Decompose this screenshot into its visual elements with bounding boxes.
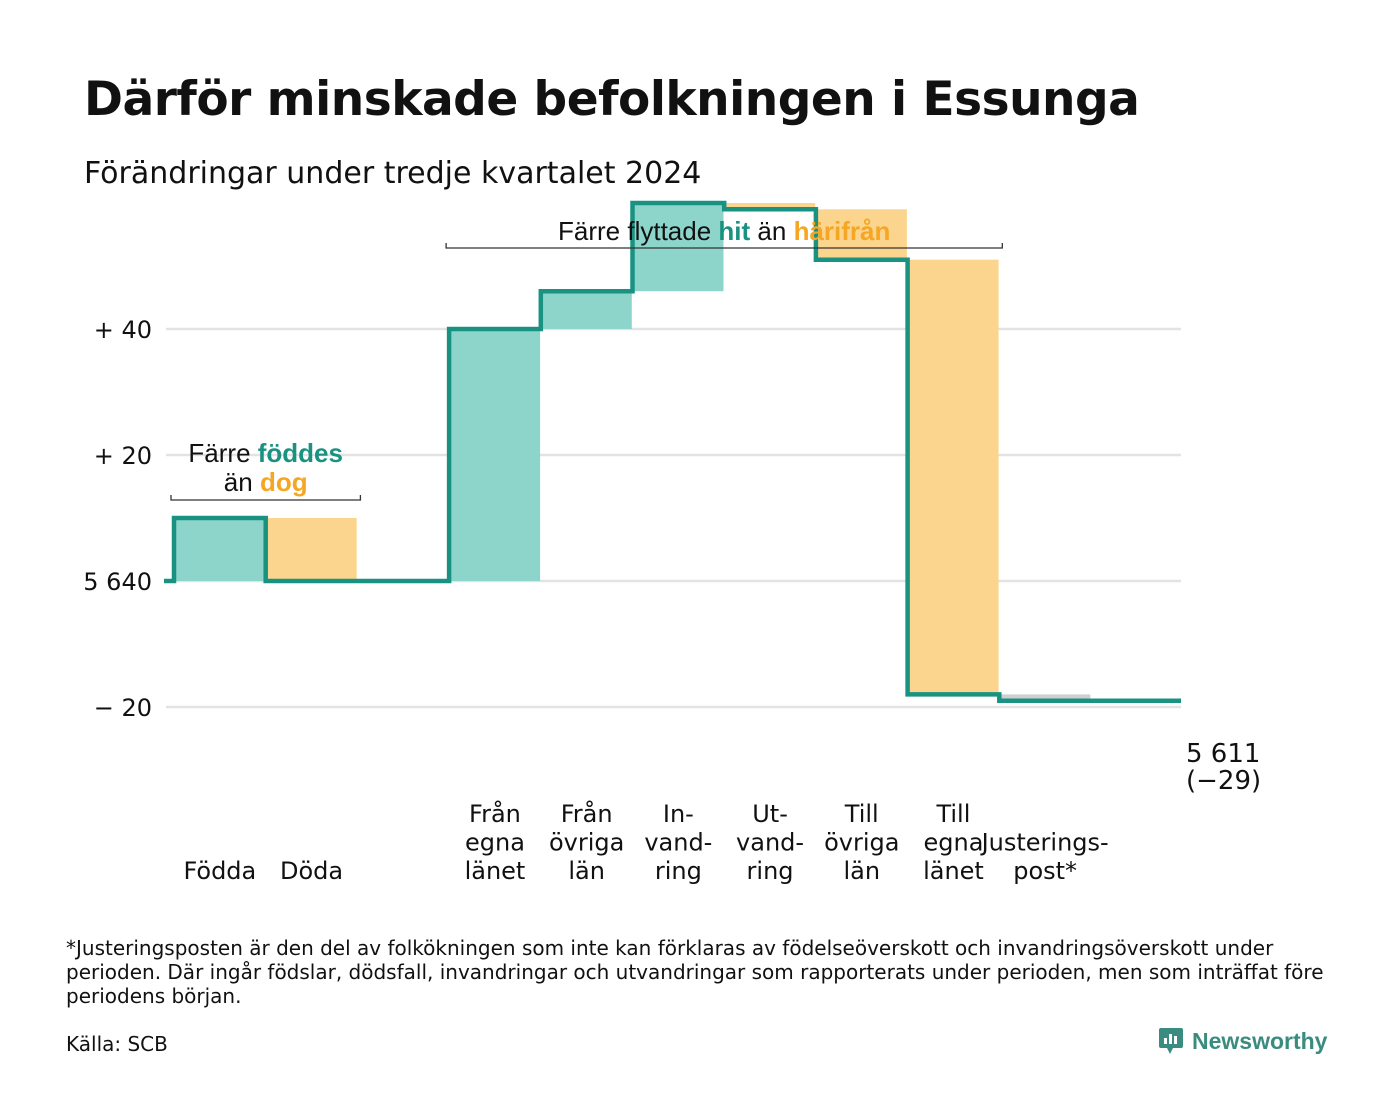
bar-fodda [174,518,265,581]
category-label: Ut- [752,800,788,828]
category-label: Födda [183,857,256,885]
annotation-moves-bracket [445,243,1003,249]
category-label: Till [844,800,879,828]
category-label: län [843,857,880,885]
annotation-births-line2: än dog [224,467,308,497]
category-label: övriga [549,829,624,857]
bar-utvandring [724,203,816,210]
category-label: övriga [824,829,899,857]
chart-title: Därför minskade befolkningen i Essunga [84,72,1140,127]
category-label: Justerings- [980,829,1109,857]
category-label: län [568,857,605,885]
end-value-label: 5 611 [1186,739,1260,769]
y-tick-label: + 20 [94,442,152,470]
category-label: ring [655,857,702,885]
bar-doda [265,518,357,581]
annotation-text-part: än [224,467,260,497]
category-label: In- [663,800,694,828]
category-label: Till [935,800,970,828]
category-label: länet [923,857,984,885]
category-label: vand- [644,829,712,857]
category-label: Döda [280,857,343,885]
chart-subtitle: Förändringar under tredje kvartalet 2024 [84,156,702,191]
category-label: ring [747,857,794,885]
bar-invandring [632,203,724,292]
brand-name: Newsworthy [1192,1027,1328,1054]
annotation-text-part: Färre [188,438,257,468]
bar-fran_egna [449,329,541,581]
brand-logo: Newsworthy [1158,1026,1327,1056]
annotation-text-part: härifrån [794,216,891,246]
end-change-label: (−29) [1186,766,1261,796]
category-label: egna [465,829,525,857]
annotation-text-part: än [750,216,793,246]
y-tick-label: + 40 [94,316,152,344]
bar-till_egna [907,259,999,695]
bar-fran_ovriga [540,291,632,329]
annotation-text-part: hit [718,216,750,246]
footnote: *Justeringsposten är den del av folkökni… [66,936,1324,1008]
y-tick-label: 5 640 [83,568,152,596]
source-label: Källa: SCB [66,1032,168,1056]
annotation-text-part: dog [260,467,308,497]
annotation-text-part: föddes [258,438,343,468]
category-label: länet [465,857,526,885]
cumulative-step-line [164,200,1181,703]
annotation-births-line1: Färre föddes [188,438,343,468]
y-tick-label: − 20 [94,694,152,722]
annotation-moves-line1: Färre flyttade hit än härifrån [558,216,890,246]
bar-justering [999,694,1091,701]
category-label: Från [469,799,521,828]
category-label: vand- [736,829,804,857]
annotation-births-bracket [170,495,362,501]
newsworthy-logo-icon [1159,1028,1183,1054]
bar-till_ovriga [815,209,907,260]
category-label: post* [1013,857,1077,885]
category-label: egna [923,829,983,857]
annotation-text-part: Färre flyttade [558,216,718,246]
category-label: Från [561,799,613,828]
